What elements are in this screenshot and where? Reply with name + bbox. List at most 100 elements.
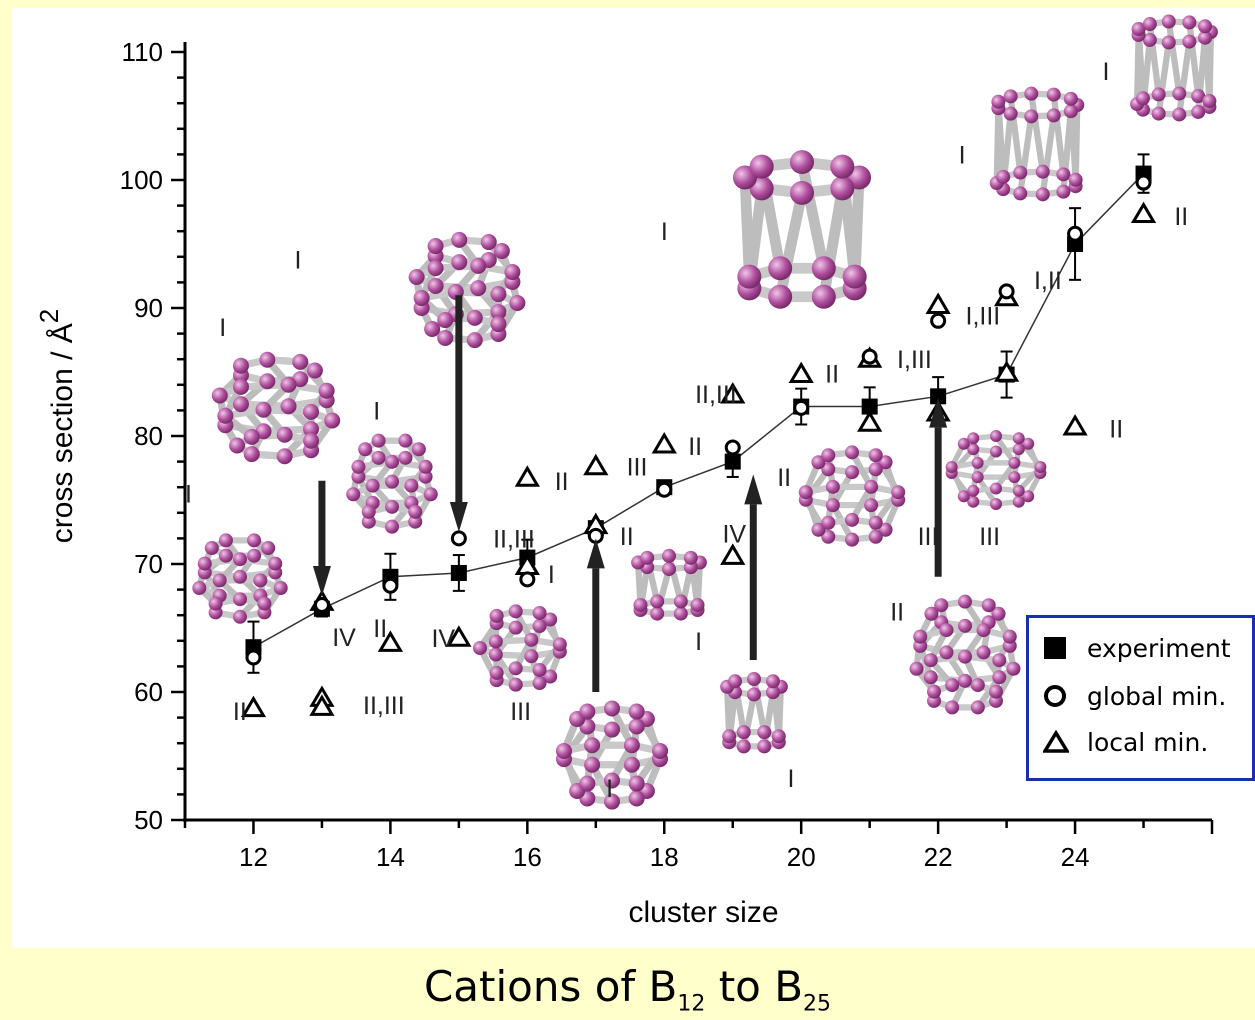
atom bbox=[524, 649, 539, 664]
atom bbox=[212, 573, 227, 588]
cluster-structure-b15-i bbox=[408, 231, 526, 349]
bond bbox=[796, 156, 830, 274]
atom bbox=[303, 432, 320, 449]
atom bbox=[1068, 172, 1083, 187]
isomer-label: I bbox=[695, 628, 702, 656]
bond bbox=[1050, 91, 1067, 178]
atom bbox=[604, 772, 620, 789]
global-min-point bbox=[450, 530, 467, 547]
atom bbox=[868, 448, 883, 463]
atom bbox=[736, 739, 751, 754]
isomer-label: III bbox=[918, 523, 939, 551]
atom bbox=[736, 725, 751, 740]
global-min-point bbox=[656, 481, 673, 498]
atom bbox=[1182, 34, 1197, 49]
atom bbox=[970, 678, 985, 693]
atom bbox=[958, 594, 972, 609]
atom bbox=[996, 169, 1011, 184]
atom bbox=[958, 649, 972, 664]
atom bbox=[197, 556, 212, 571]
arrow-head bbox=[744, 474, 763, 505]
atom bbox=[945, 678, 960, 693]
atom bbox=[524, 632, 539, 647]
y-tick-label: 60 bbox=[134, 677, 163, 707]
isomer-label: II,III bbox=[695, 381, 737, 409]
local-min-point bbox=[925, 292, 951, 314]
cluster-structure-b24-i bbox=[989, 86, 1085, 202]
global-min-point bbox=[245, 649, 262, 666]
global-min-point bbox=[930, 312, 947, 329]
atom bbox=[217, 407, 234, 424]
isomer-label: I,III bbox=[966, 303, 1001, 331]
isomer-label: II bbox=[825, 360, 839, 388]
atom bbox=[1161, 35, 1176, 50]
atom bbox=[1172, 86, 1187, 101]
atom bbox=[878, 522, 893, 537]
atom bbox=[821, 515, 836, 530]
isomer-label: II bbox=[620, 523, 634, 551]
atom bbox=[508, 604, 523, 619]
atom bbox=[247, 548, 262, 563]
atom bbox=[493, 243, 510, 259]
atom bbox=[845, 465, 859, 480]
atom bbox=[749, 154, 774, 179]
atom bbox=[1012, 484, 1025, 497]
atom bbox=[489, 608, 504, 623]
atom bbox=[1022, 490, 1035, 503]
legend: experiment global min. local min. bbox=[1026, 615, 1255, 781]
atom bbox=[976, 623, 991, 638]
atom bbox=[385, 519, 399, 534]
x-axis-label: cluster size bbox=[628, 896, 778, 929]
atom bbox=[830, 176, 855, 201]
atom bbox=[958, 673, 972, 688]
atom bbox=[324, 412, 341, 429]
atom bbox=[821, 462, 836, 477]
atom bbox=[398, 450, 413, 465]
atom bbox=[204, 541, 219, 555]
atom bbox=[273, 581, 288, 595]
atom bbox=[604, 793, 620, 810]
isomer-label: IV bbox=[722, 520, 746, 548]
atom bbox=[790, 180, 814, 205]
isomer-label: II bbox=[233, 698, 247, 726]
atom bbox=[346, 487, 361, 502]
atom bbox=[811, 522, 826, 537]
atom bbox=[398, 433, 413, 448]
atom bbox=[1198, 19, 1213, 34]
isomer-label: I bbox=[606, 775, 613, 803]
local-min-point bbox=[446, 625, 472, 647]
atom bbox=[470, 257, 487, 274]
atom bbox=[683, 550, 698, 565]
atom bbox=[1191, 104, 1206, 119]
atom bbox=[280, 398, 297, 415]
atom bbox=[361, 504, 376, 519]
atom bbox=[490, 303, 507, 320]
atom bbox=[418, 469, 433, 484]
atom bbox=[628, 790, 645, 807]
atom bbox=[845, 512, 859, 527]
atom bbox=[958, 618, 972, 633]
atom bbox=[259, 373, 276, 390]
atom bbox=[1172, 107, 1187, 122]
atom bbox=[423, 487, 438, 502]
atom bbox=[232, 357, 249, 374]
isomer-label: II bbox=[373, 615, 387, 643]
atom bbox=[218, 533, 233, 548]
atom bbox=[825, 498, 840, 513]
atom bbox=[640, 550, 655, 565]
atom bbox=[470, 280, 487, 297]
atom bbox=[466, 332, 483, 349]
atom bbox=[891, 485, 906, 500]
global-min-point bbox=[998, 283, 1015, 300]
atom bbox=[490, 316, 507, 333]
legend-label: local min. bbox=[1087, 727, 1209, 757]
atom bbox=[1008, 456, 1021, 469]
atom bbox=[811, 284, 836, 309]
caption-middle: to B bbox=[705, 962, 804, 1011]
atom bbox=[811, 256, 836, 281]
atom bbox=[976, 645, 991, 660]
atom bbox=[768, 284, 793, 309]
atom bbox=[1046, 108, 1061, 123]
atom bbox=[1182, 15, 1197, 30]
bond bbox=[724, 683, 733, 740]
